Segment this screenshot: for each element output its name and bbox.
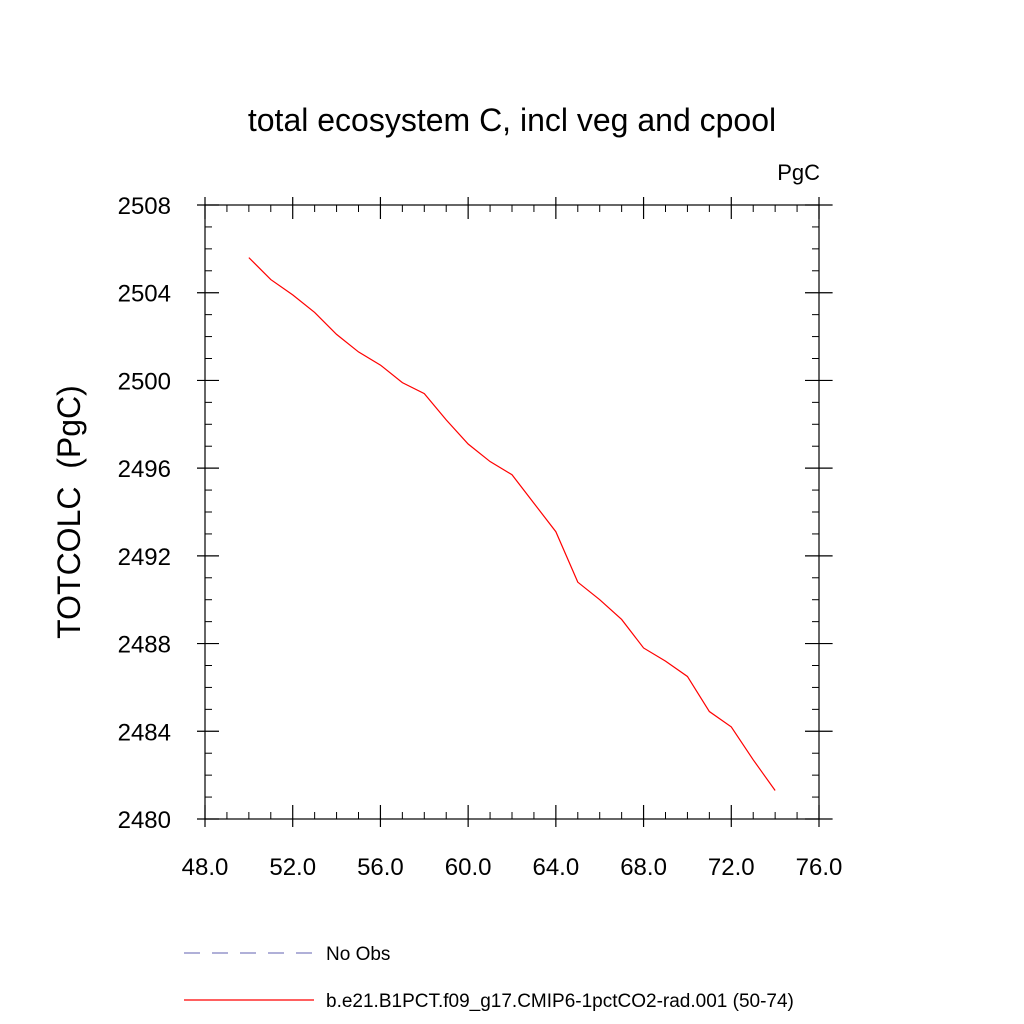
x-tick-label: 60.0 <box>445 854 492 881</box>
series-line <box>248 257 776 791</box>
legend: No Obs b.e21.B1PCT.f09_g17.CMIP6-1pctCO2-… <box>184 944 794 1012</box>
x-tick-label: 64.0 <box>532 854 579 881</box>
y-tick-label: 2508 <box>118 193 171 220</box>
series-group <box>248 257 776 791</box>
y-tick-label: 2492 <box>118 544 171 571</box>
chart-title: total ecosystem C, incl veg and cpool <box>248 102 776 138</box>
y-tick-label: 2504 <box>118 281 171 308</box>
axis-ticks <box>197 197 833 827</box>
y-tick-label: 2496 <box>118 456 171 483</box>
axis-tick-labels: 48.0 52.0 56.0 60.0 64.0 68.0 72.0 76.0 2480 2484… <box>118 193 843 881</box>
y-axis-label: TOTCOLC (PgC) <box>51 385 87 639</box>
legend-label: No Obs <box>326 944 390 965</box>
x-tick-label: 48.0 <box>182 854 229 881</box>
x-tick-label: 68.0 <box>620 854 667 881</box>
y-tick-label: 2500 <box>118 368 171 395</box>
legend-label: b.e21.B1PCT.f09_g17.CMIP6-1pctCO2-rad.00… <box>326 991 794 1012</box>
x-tick-label: 52.0 <box>269 854 316 881</box>
x-tick-label: 76.0 <box>796 854 843 881</box>
y-tick-label: 2480 <box>118 807 171 834</box>
x-tick-label: 72.0 <box>708 854 755 881</box>
y-tick-label: 2484 <box>118 719 171 746</box>
x-tick-label: 56.0 <box>357 854 404 881</box>
plot-frame <box>204 204 820 820</box>
units-label: PgC <box>777 160 820 185</box>
y-tick-label: 2488 <box>118 632 171 659</box>
